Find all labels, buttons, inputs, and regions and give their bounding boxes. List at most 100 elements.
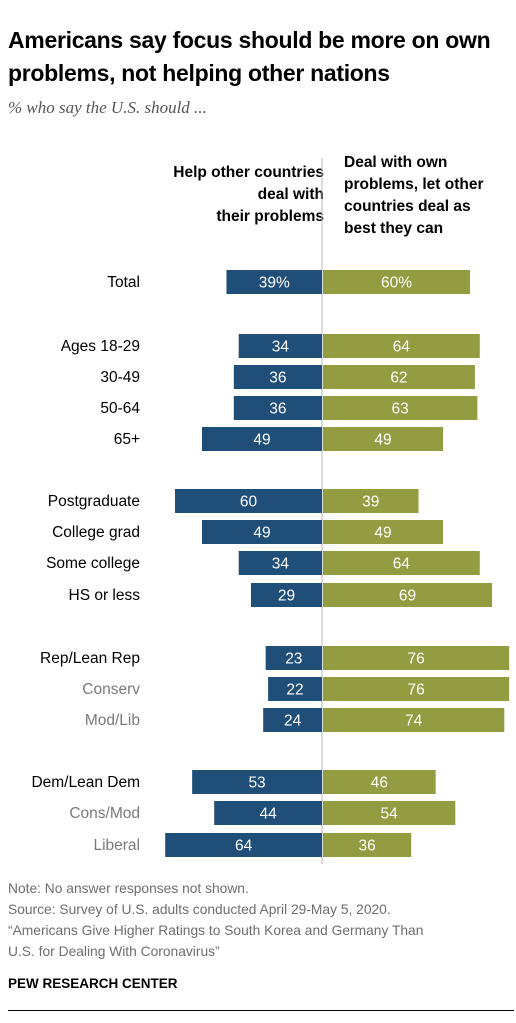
bar-help xyxy=(233,365,322,389)
value-label-help: 29 xyxy=(278,588,295,605)
bar-own xyxy=(323,583,493,607)
value-label-help: 24 xyxy=(284,713,302,730)
bar-help xyxy=(250,583,322,607)
row-label: HS or less xyxy=(69,587,141,604)
chart-row: Conserv 22 76 xyxy=(82,677,510,701)
source-line: Source: Survey of U.S. adults conducted … xyxy=(8,902,391,917)
value-label-own: 49 xyxy=(374,432,391,449)
value-label-own: 64 xyxy=(393,556,411,573)
chart-row: 30-49 36 62 xyxy=(100,365,475,389)
bar-own xyxy=(323,520,444,544)
row-label: Dem/Lean Dem xyxy=(31,774,140,791)
chart-row: Dem/Lean Dem 53 46 xyxy=(31,770,436,794)
bar-own xyxy=(323,270,470,294)
bar-own xyxy=(323,801,456,825)
bar-help xyxy=(268,677,322,701)
diverging-bar-chart: Total 39% 60% Ages 18-29 34 64 30-49 36 62 50-64 3… xyxy=(31,158,510,864)
bar-help xyxy=(214,801,322,825)
row-label: College grad xyxy=(52,524,140,541)
bar-own xyxy=(323,489,419,513)
row-label: Mod/Lib xyxy=(85,712,140,729)
row-label: Rep/Lean Rep xyxy=(40,650,140,667)
bar-own xyxy=(323,396,478,420)
bar-help xyxy=(175,489,322,513)
value-label-own: 46 xyxy=(371,775,388,792)
bar-help xyxy=(238,551,322,575)
value-label-own: 74 xyxy=(405,713,423,730)
bar-help xyxy=(201,427,322,451)
row-label: Cons/Mod xyxy=(69,805,140,822)
value-label-own: 64 xyxy=(393,339,411,356)
value-label-own: 36 xyxy=(358,838,375,855)
value-label-own: 49 xyxy=(374,525,391,542)
notes-block: Note: No answer responses not shown. Sou… xyxy=(8,878,423,962)
value-label-own: 60% xyxy=(381,275,412,292)
chart-row: Postgraduate 60 39 xyxy=(48,489,419,513)
value-label-help: 34 xyxy=(272,339,290,356)
row-label: 50-64 xyxy=(100,400,140,417)
value-label-help: 36 xyxy=(269,401,286,418)
legend-deal-with-own-problems: Deal with own problems, let other countrie… xyxy=(344,154,484,237)
row-label: Postgraduate xyxy=(48,493,140,510)
row-label: Conserv xyxy=(82,681,140,698)
chart-title: Americans say focus should be more on ow… xyxy=(8,27,491,86)
value-label-help: 53 xyxy=(248,775,265,792)
value-label-help: 44 xyxy=(259,806,277,823)
bar-help xyxy=(165,833,322,857)
bar-own xyxy=(323,677,510,701)
chart-row: Total 39% 60% xyxy=(107,270,470,294)
bar-help xyxy=(265,646,322,670)
chart-row: Some college 34 64 xyxy=(46,551,480,575)
chart-row: HS or less 29 69 xyxy=(69,583,493,607)
bottom-rule xyxy=(8,1010,514,1011)
bar-help xyxy=(226,270,322,294)
chart-row: Ages 18-29 34 64 xyxy=(61,334,480,358)
bar-own xyxy=(323,334,480,358)
bar-own xyxy=(323,770,436,794)
value-label-help: 23 xyxy=(285,651,302,668)
value-label-help: 64 xyxy=(235,838,253,855)
row-label: Total xyxy=(107,274,140,291)
bar-own xyxy=(323,708,505,732)
legend-help-other-countries: Help other countries deal with their probl… xyxy=(173,164,324,225)
pew-research-center-logo: PEW RESEARCH CENTER xyxy=(8,976,178,991)
value-label-own: 76 xyxy=(407,651,424,668)
chart-row: Mod/Lib 24 74 xyxy=(85,708,505,732)
bar-help xyxy=(233,396,322,420)
value-label-own: 39 xyxy=(362,494,379,511)
bar-own xyxy=(323,551,480,575)
chart-row: 50-64 36 63 xyxy=(100,396,478,420)
bar-help xyxy=(263,708,322,732)
row-label: 30-49 xyxy=(100,369,140,386)
value-label-own: 63 xyxy=(392,401,409,418)
bar-help xyxy=(192,770,322,794)
row-label: Ages 18-29 xyxy=(61,338,140,355)
value-label-help: 39% xyxy=(259,275,290,292)
value-label-help: 36 xyxy=(269,370,286,387)
bar-own xyxy=(323,365,475,389)
value-label-help: 49 xyxy=(253,525,270,542)
bar-help xyxy=(201,520,322,544)
bar-own xyxy=(323,833,412,857)
value-label-own: 69 xyxy=(399,588,416,605)
source-report-line-2: U.S. for Dealing With Coronavirus” xyxy=(8,944,220,959)
value-label-own: 62 xyxy=(390,370,407,387)
chart-row: College grad 49 49 xyxy=(52,520,444,544)
chart-row: Cons/Mod 44 54 xyxy=(69,801,456,825)
note-line: Note: No answer responses not shown. xyxy=(8,881,249,896)
row-label: 65+ xyxy=(114,431,140,448)
chart-row: Liberal 64 36 xyxy=(93,833,412,857)
chart-row: Rep/Lean Rep 23 76 xyxy=(40,646,510,670)
value-label-help: 34 xyxy=(272,556,290,573)
chart-subtitle: % who say the U.S. should ... xyxy=(8,98,207,117)
row-label: Some college xyxy=(46,555,140,572)
row-label: Liberal xyxy=(93,837,140,854)
source-report-line: “Americans Give Higher Ratings to South … xyxy=(8,923,424,938)
value-label-help: 49 xyxy=(253,432,270,449)
value-label-help: 60 xyxy=(240,494,258,511)
chart-row: 65+ 49 49 xyxy=(114,427,444,451)
value-label-help: 22 xyxy=(286,682,303,699)
bar-help xyxy=(238,334,322,358)
bar-own xyxy=(323,646,510,670)
value-label-own: 76 xyxy=(407,682,424,699)
